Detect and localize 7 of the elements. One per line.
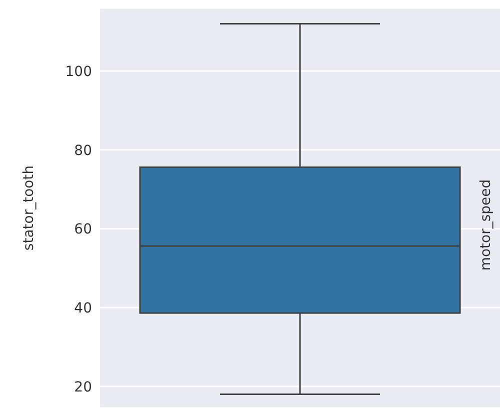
y-axis-title: stator_tooth bbox=[20, 165, 37, 251]
y-tick-label: 40 bbox=[74, 300, 92, 316]
y-tick-label: 60 bbox=[74, 222, 92, 238]
annotation: motor_speed bbox=[478, 179, 494, 271]
y-tick-label: 100 bbox=[65, 64, 92, 80]
y-tick-label: 80 bbox=[74, 142, 92, 159]
y-tick-label: 20 bbox=[74, 379, 92, 396]
